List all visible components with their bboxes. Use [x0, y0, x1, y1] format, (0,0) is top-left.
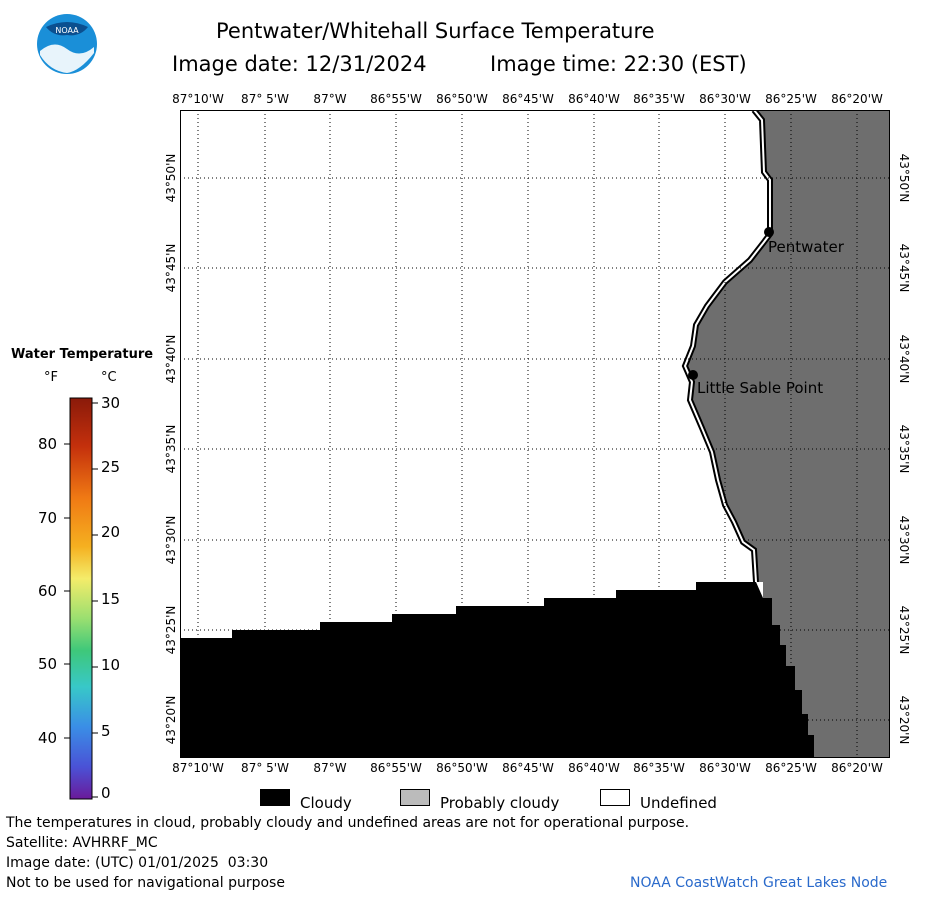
lon-label: 86°35'W — [633, 761, 685, 775]
color-scale-bar — [64, 397, 98, 800]
lon-label: 87°W — [313, 92, 347, 106]
f-tick: 80 — [38, 435, 58, 453]
lat-label: 43°45'N — [897, 243, 911, 293]
little-sable-marker — [688, 370, 698, 380]
legend-undefined-swatch — [600, 789, 630, 806]
image-time: Image time: 22:30 (EST) — [490, 52, 747, 76]
f-tick: 50 — [38, 655, 58, 673]
lat-label: 43°40'N — [164, 334, 178, 384]
lat-label: 43°30'N — [164, 515, 178, 565]
c-tick: 15 — [101, 590, 121, 608]
lon-label: 86°55'W — [370, 92, 422, 106]
lat-label: 43°20'N — [897, 695, 911, 745]
lat-label: 43°25'N — [164, 605, 178, 655]
lon-label: 86°40'W — [568, 761, 620, 775]
lat-label: 43°40'N — [897, 334, 911, 384]
place-little-sable-point: Little Sable Point — [697, 379, 824, 397]
credit-text: NOAA CoastWatch Great Lakes Node — [630, 875, 888, 891]
lon-label: 86°50'W — [436, 92, 488, 106]
lon-label: 87°10'W — [172, 761, 224, 775]
cloud-area — [180, 582, 814, 758]
utc-date-text: Image date: (UTC) 01/01/2025 03:30 — [6, 855, 269, 871]
f-tick: 70 — [38, 509, 58, 527]
place-pentwater: Pentwater — [768, 238, 844, 256]
lon-label: 86°35'W — [633, 92, 685, 106]
lon-label: 86°20'W — [831, 92, 883, 106]
lon-label: 87° 5'W — [241, 92, 289, 106]
lon-label: 86°25'W — [765, 92, 817, 106]
pentwater-marker — [764, 227, 774, 237]
lon-label: 86°55'W — [370, 761, 422, 775]
scale-f-unit: °F — [44, 370, 58, 385]
page-title: Pentwater/Whitehall Surface Temperature — [216, 19, 655, 43]
lat-label: 43°25'N — [897, 605, 911, 655]
lon-label: 86°30'W — [699, 92, 751, 106]
lon-label: 87°W — [313, 761, 347, 775]
sst-map — [180, 110, 890, 758]
lat-label: 43°50'N — [897, 153, 911, 203]
lon-label: 87°10'W — [172, 92, 224, 106]
image-date: Image date: 12/31/2024 — [172, 52, 427, 76]
c-tick: 25 — [101, 458, 121, 476]
land-area — [685, 110, 890, 758]
lon-label: 86°45'W — [502, 92, 554, 106]
lat-label: 43°35'N — [164, 424, 178, 474]
c-tick: 20 — [101, 523, 121, 541]
c-tick: 0 — [101, 784, 111, 802]
scale-c-unit: °C — [101, 370, 117, 385]
f-tick: 40 — [38, 729, 58, 747]
disclaimer-text: The temperatures in cloud, probably clou… — [6, 815, 690, 831]
satellite-text: Satellite: AVHRRF_MC — [6, 835, 158, 851]
legend-probably-cloudy-swatch — [400, 789, 430, 806]
legend-undefined-label: Undefined — [640, 794, 717, 812]
f-tick: 60 — [38, 582, 58, 600]
legend-probably-cloudy-label: Probably cloudy — [440, 794, 560, 812]
lat-label: 43°50'N — [164, 153, 178, 203]
lat-label: 43°20'N — [164, 695, 178, 745]
lon-label: 87° 5'W — [241, 761, 289, 775]
legend-cloudy-label: Cloudy — [300, 794, 352, 812]
lat-label: 43°35'N — [897, 424, 911, 474]
noaa-logo: NOAA — [37, 14, 97, 74]
lon-label: 86°45'W — [502, 761, 554, 775]
lon-label: 86°50'W — [436, 761, 488, 775]
navigation-warning: Not to be used for navigational purpose — [6, 875, 285, 891]
lon-label: 86°20'W — [831, 761, 883, 775]
lon-label: 86°25'W — [765, 761, 817, 775]
lat-label: 43°45'N — [164, 243, 178, 293]
svg-text:NOAA: NOAA — [55, 26, 79, 35]
c-tick: 5 — [101, 722, 111, 740]
lon-label: 86°40'W — [568, 92, 620, 106]
scale-title: Water Temperature — [11, 347, 154, 362]
legend-cloudy-swatch — [260, 789, 290, 806]
c-tick: 30 — [101, 394, 121, 412]
lat-label: 43°30'N — [897, 515, 911, 565]
lon-label: 86°30'W — [699, 761, 751, 775]
c-tick: 10 — [101, 656, 121, 674]
